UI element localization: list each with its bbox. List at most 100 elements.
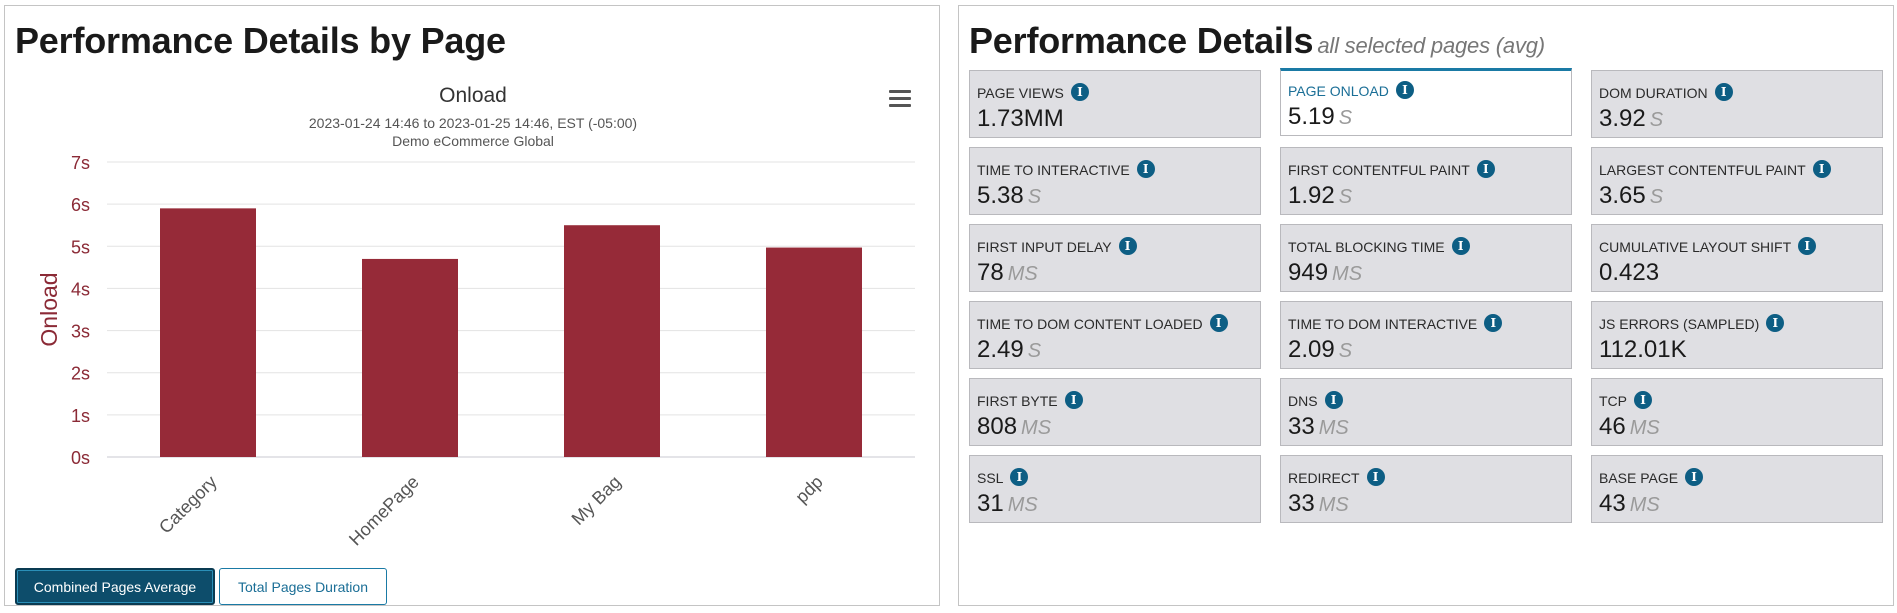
x-tick-label: Category (155, 472, 221, 538)
metric-tile-time-to-dom-interactive[interactable]: TIME TO DOM INTERACTIVE i 2.09 S (1280, 301, 1572, 369)
metric-label-text: FIRST BYTE (977, 393, 1058, 409)
metric-tile-dns[interactable]: DNS i 33 MS (1280, 378, 1572, 446)
y-tick-label: 0s (71, 448, 90, 468)
bar-pdp (766, 247, 862, 457)
panel-title-text: Performance Details (969, 20, 1314, 61)
metric-tile-first-input-delay[interactable]: FIRST INPUT DELAY i 78 MS (969, 224, 1261, 292)
metric-label-text: TIME TO DOM CONTENT LOADED (977, 316, 1203, 332)
info-icon[interactable]: i (1476, 160, 1495, 178)
metric-value-number: 33 (1288, 413, 1315, 440)
metric-label-text: DNS (1288, 393, 1318, 409)
metric-value-number: 1.92 (1288, 182, 1335, 209)
metric-value: 3.65 S (1599, 182, 1663, 210)
metric-tile-page-views[interactable]: PAGE VIEWS i 1.73MM (969, 70, 1261, 138)
info-icon[interactable]: i (1451, 237, 1470, 255)
metric-value-number: 78 (977, 259, 1004, 286)
metric-tile-dom-duration[interactable]: DOM DURATION i 3.92 S (1591, 70, 1883, 138)
metric-value: 5.38 S (977, 182, 1041, 210)
metric-tile-base-page[interactable]: BASE PAGE i 43 MS (1591, 455, 1883, 523)
metric-tile-first-contentful-paint[interactable]: FIRST CONTENTFUL PAINT i 1.92 S (1280, 147, 1572, 215)
metric-tile-total-blocking-time[interactable]: TOTAL BLOCKING TIME i 949 MS (1280, 224, 1572, 292)
metric-value: 112.01K (1599, 336, 1687, 364)
metric-tile-first-byte[interactable]: FIRST BYTE i 808 MS (969, 378, 1261, 446)
panel-title-by-page: Performance Details by Page (15, 20, 506, 61)
metric-value-number: 5.19 (1288, 103, 1335, 130)
info-icon[interactable]: i (1366, 468, 1385, 486)
metric-tile-js-errors-sampled[interactable]: JS ERRORS (SAMPLED) i 112.01K (1591, 301, 1883, 369)
total-pages-duration-button[interactable]: Total Pages Duration (219, 568, 387, 605)
metric-value: 31 MS (977, 490, 1038, 518)
metric-tile-time-to-interactive[interactable]: TIME TO INTERACTIVE i 5.38 S (969, 147, 1261, 215)
hamburger-menu-icon[interactable] (889, 90, 911, 108)
info-icon[interactable]: i (1395, 81, 1414, 99)
info-icon[interactable]: i (1798, 237, 1817, 255)
info-icon[interactable]: i (1324, 391, 1343, 409)
metric-label: TIME TO DOM CONTENT LOADED i (977, 314, 1228, 332)
metric-value-number: 3.65 (1599, 182, 1646, 209)
metric-label: TCP i (1599, 391, 1652, 409)
metric-unit: MS (1629, 417, 1660, 439)
metric-value-number: 1.73MM (977, 105, 1064, 132)
info-icon[interactable]: i (1634, 391, 1652, 409)
metric-value-number: 949 (1288, 259, 1329, 286)
metric-unit: MS (1629, 494, 1660, 516)
metric-label-text: TCP (1599, 393, 1627, 409)
metric-value: 3.92 S (1599, 105, 1663, 133)
metric-label-text: REDIRECT (1288, 470, 1360, 486)
metric-unit: MS (1007, 263, 1038, 285)
metric-value-number: 808 (977, 413, 1018, 440)
info-icon[interactable]: i (1136, 160, 1155, 178)
info-icon[interactable]: i (1010, 468, 1029, 486)
metric-value-number: 0.423 (1599, 259, 1660, 286)
info-icon[interactable]: i (1766, 314, 1785, 332)
performance-by-page-panel: Performance Details by Page Onload 2023-0… (4, 5, 940, 606)
info-icon[interactable]: i (1118, 237, 1137, 255)
info-icon[interactable]: i (1714, 83, 1733, 101)
info-icon[interactable]: i (1070, 83, 1089, 101)
metric-label: JS ERRORS (SAMPLED) i (1599, 314, 1785, 332)
metric-label: REDIRECT i (1288, 468, 1385, 486)
info-icon[interactable]: i (1064, 391, 1083, 409)
metric-tile-time-to-dom-content-loaded[interactable]: TIME TO DOM CONTENT LOADED i 2.49 S (969, 301, 1261, 369)
chart-title: Onload (439, 84, 507, 107)
metric-value: 33 MS (1288, 490, 1349, 518)
metric-label: PAGE VIEWS i (977, 83, 1089, 101)
metric-value: 949 MS (1288, 259, 1362, 287)
metric-value-number: 33 (1288, 490, 1315, 517)
metric-value: 2.49 S (977, 336, 1041, 364)
bar-homepage (362, 258, 458, 457)
combined-pages-average-button[interactable]: Combined Pages Average (15, 568, 215, 605)
metric-tile-largest-contentful-paint[interactable]: LARGEST CONTENTFUL PAINT i 3.65 S (1591, 147, 1883, 215)
info-icon[interactable]: i (1812, 160, 1831, 178)
metric-unit: S (1338, 340, 1353, 362)
metric-label-text: DOM DURATION (1599, 85, 1708, 101)
metric-value-number: 2.09 (1288, 336, 1335, 363)
metric-tile-redirect[interactable]: REDIRECT i 33 MS (1280, 455, 1572, 523)
metric-label: BASE PAGE i (1599, 468, 1704, 486)
metric-tile-page-onload[interactable]: PAGE ONLOAD i 5.19 S (1280, 68, 1572, 136)
info-icon[interactable]: i (1685, 468, 1704, 486)
performance-details-panel: Performance Details all selected pages (a… (958, 5, 1894, 606)
metric-value-number: 112.01K (1599, 336, 1687, 363)
metric-label-text: FIRST INPUT DELAY (977, 239, 1112, 255)
metric-label: DNS i (1288, 391, 1343, 409)
metric-label-text: SSL (977, 470, 1004, 486)
metric-label-text: FIRST CONTENTFUL PAINT (1288, 162, 1470, 178)
metric-value-number: 31 (977, 490, 1004, 517)
info-icon[interactable]: i (1209, 314, 1228, 332)
y-tick-label: 2s (71, 364, 90, 384)
metric-label: FIRST CONTENTFUL PAINT i (1288, 160, 1495, 178)
metric-label: TIME TO INTERACTIVE i (977, 160, 1155, 178)
metric-tile-cumulative-layout-shift[interactable]: CUMULATIVE LAYOUT SHIFT i 0.423 (1591, 224, 1883, 292)
metric-tile-ssl[interactable]: SSL i 31 MS (969, 455, 1261, 523)
metric-label-text: JS ERRORS (SAMPLED) (1599, 316, 1760, 332)
metric-value-number: 3.92 (1599, 105, 1646, 132)
y-tick-label: 5s (71, 237, 90, 257)
y-tick-label: 7s (71, 153, 90, 173)
metric-value: 0.423 (1599, 259, 1659, 287)
metric-label-text: LARGEST CONTENTFUL PAINT (1599, 162, 1806, 178)
info-icon[interactable]: i (1484, 314, 1503, 332)
metric-tile-tcp[interactable]: TCP i 46 MS (1591, 378, 1883, 446)
bar-my-bag (564, 225, 660, 457)
metric-unit: S (1649, 186, 1664, 208)
